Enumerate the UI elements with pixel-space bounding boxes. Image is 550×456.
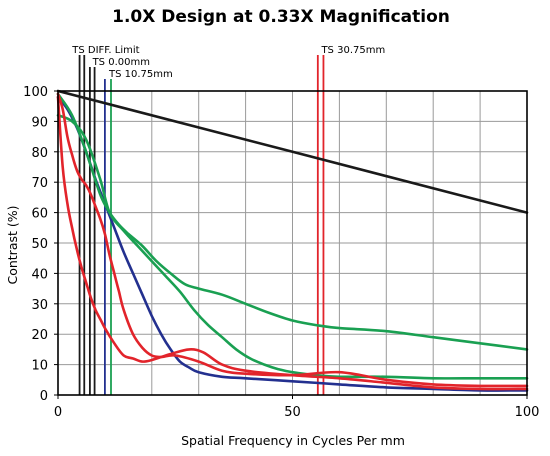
y-tick-label: 0 — [40, 389, 48, 404]
x-tick-label: 0 — [54, 405, 62, 420]
series-line-5 — [56, 92, 529, 388]
y-tick-label: 50 — [31, 237, 48, 252]
y-tick-label: 70 — [31, 176, 48, 191]
y-tick-label: 20 — [31, 328, 48, 343]
x-tick-label: 100 — [515, 405, 540, 420]
y-tick-label: 80 — [31, 146, 48, 161]
y-tick-label: 40 — [31, 267, 48, 282]
annotation-label: TS 0.00mm — [92, 57, 150, 68]
x-tick-label: 50 — [284, 405, 301, 420]
axis-ticks: 0 10 20 30 40 50 60 70 80 90 100 0 50 100 — [23, 85, 539, 420]
annotation-label: TS DIFF. Limit — [71, 45, 139, 56]
y-tick-label: 100 — [23, 85, 48, 100]
annotation-label: TS 10.75mm — [108, 69, 173, 80]
series-lines — [56, 89, 529, 392]
x-axis-label: Spatial Frequency in Cycles Per mm — [181, 433, 405, 448]
series-line-4 — [56, 114, 529, 380]
y-tick-label: 10 — [31, 359, 48, 374]
series-line-1 — [56, 89, 529, 214]
series-line-3 — [56, 92, 529, 351]
grid-lines — [58, 91, 527, 395]
series-line-6 — [56, 95, 529, 391]
y-axis-label: Contrast (%) — [5, 205, 20, 284]
annotation-label: TS 30.75mm — [320, 45, 385, 56]
y-tick-label: 90 — [31, 115, 48, 130]
chart-title: 1.0X Design at 0.33X Magnification — [112, 7, 450, 27]
y-tick-label: 60 — [31, 207, 48, 222]
y-tick-label: 30 — [31, 298, 48, 313]
